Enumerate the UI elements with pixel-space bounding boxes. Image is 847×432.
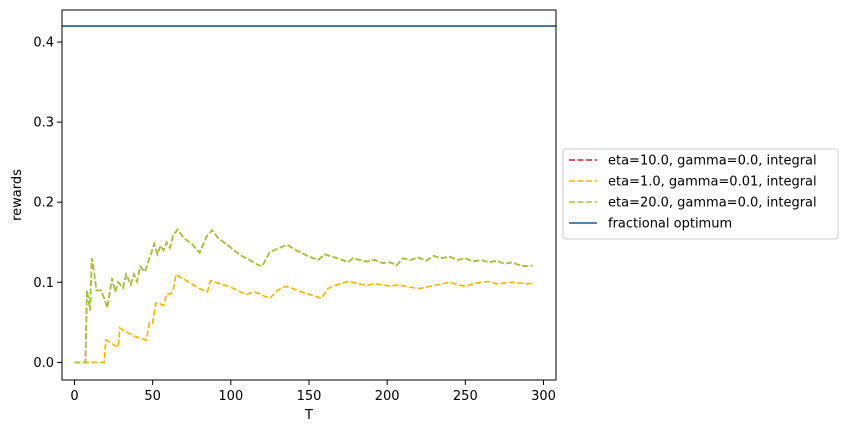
x-tick-label: 300 xyxy=(531,389,556,404)
legend-entry-label: fractional optimum xyxy=(608,217,732,232)
y-tick-label: 0.1 xyxy=(33,276,54,291)
y-tick-label: 0.3 xyxy=(33,116,54,131)
legend-entry-label: eta=10.0, gamma=0.0, integral xyxy=(608,154,817,169)
plot-background xyxy=(62,10,556,380)
y-tick-label: 0.4 xyxy=(33,36,54,51)
legend-entry-label: eta=1.0, gamma=0.01, integral xyxy=(608,175,817,190)
x-tick-label: 0 xyxy=(70,389,78,404)
x-tick-label: 50 xyxy=(144,389,161,404)
x-tick-label: 150 xyxy=(297,389,322,404)
x-axis-label: T xyxy=(304,408,313,423)
y-axis-label: rewards xyxy=(10,169,25,221)
y-tick-label: 0.2 xyxy=(33,196,54,211)
x-tick-label: 100 xyxy=(218,389,243,404)
legend-entry-label: eta=20.0, gamma=0.0, integral xyxy=(608,196,817,211)
x-tick-label: 250 xyxy=(453,389,478,404)
x-tick-label: 200 xyxy=(375,389,400,404)
legend: eta=10.0, gamma=0.0, integral eta=1.0, ga… xyxy=(563,149,838,239)
y-tick-label: 0.0 xyxy=(33,356,54,371)
